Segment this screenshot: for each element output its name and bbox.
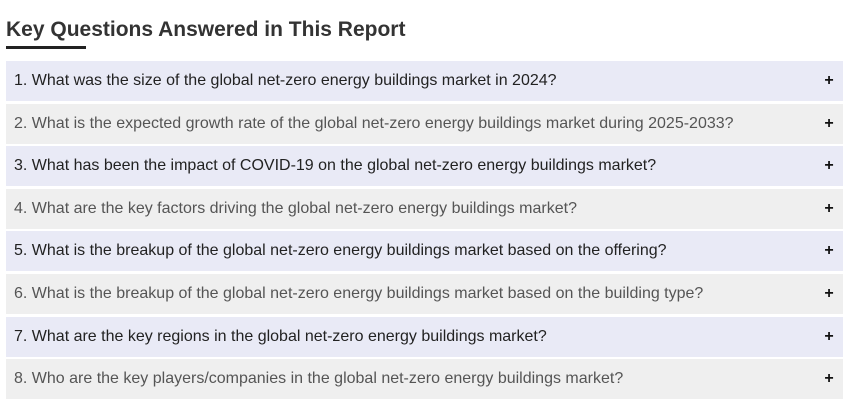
faq-item-2[interactable]: 2. What is the expected growth rate of t… xyxy=(6,103,843,144)
plus-icon[interactable]: + xyxy=(824,114,834,132)
faq-question: 1. What was the size of the global net-z… xyxy=(14,72,557,89)
faq-question: 4. What are the key factors driving the … xyxy=(14,199,577,217)
faq-question: 6. What is the breakup of the global net… xyxy=(14,284,704,302)
plus-icon[interactable]: + xyxy=(824,370,834,388)
plus-icon[interactable]: + xyxy=(824,72,834,89)
plus-icon[interactable]: + xyxy=(824,199,834,217)
faq-item-1[interactable]: 1. What was the size of the global net-z… xyxy=(6,61,843,101)
faq-question: 2. What is the expected growth rate of t… xyxy=(14,114,734,132)
faq-section: Key Questions Answered in This Report 1.… xyxy=(6,0,843,402)
plus-icon[interactable]: + xyxy=(824,242,834,260)
faq-item-7[interactable]: 7. What are the key regions in the globa… xyxy=(6,316,843,357)
faq-item-3[interactable]: 3. What has been the impact of COVID-19 … xyxy=(6,146,843,187)
plus-icon[interactable]: + xyxy=(824,157,834,175)
faq-list: 1. What was the size of the global net-z… xyxy=(6,61,843,400)
faq-question: 7. What are the key regions in the globa… xyxy=(14,327,547,345)
plus-icon[interactable]: + xyxy=(824,327,834,345)
faq-item-6[interactable]: 6. What is the breakup of the global net… xyxy=(6,273,843,314)
faq-question: 8. Who are the key players/companies in … xyxy=(14,370,624,388)
faq-question: 5. What is the breakup of the global net… xyxy=(14,242,667,260)
plus-icon[interactable]: + xyxy=(824,284,834,302)
faq-item-5[interactable]: 5. What is the breakup of the global net… xyxy=(6,231,843,272)
faq-question: 3. What has been the impact of COVID-19 … xyxy=(14,157,657,175)
faq-item-4[interactable]: 4. What are the key factors driving the … xyxy=(6,188,843,229)
faq-item-8[interactable]: 8. Who are the key players/companies in … xyxy=(6,359,843,400)
section-title: Key Questions Answered in This Report xyxy=(6,18,406,41)
title-underline xyxy=(6,46,86,49)
